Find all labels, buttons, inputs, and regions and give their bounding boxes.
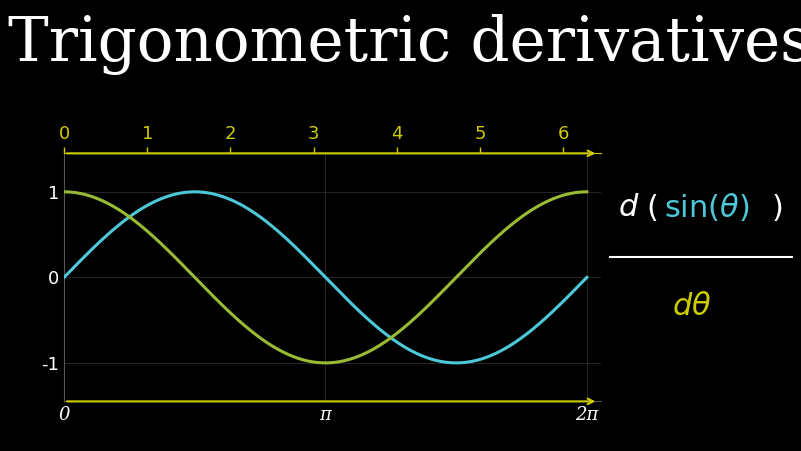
Text: $($: $($ [646, 192, 659, 223]
Text: $)$: $)$ [771, 192, 782, 223]
Text: $d\theta$: $d\theta$ [672, 292, 711, 321]
Text: ${\rm sin}(\theta)$: ${\rm sin}(\theta)$ [664, 192, 750, 223]
Text: $d$: $d$ [618, 193, 639, 222]
Text: Trigonometric derivatives: Trigonometric derivatives [8, 14, 801, 74]
